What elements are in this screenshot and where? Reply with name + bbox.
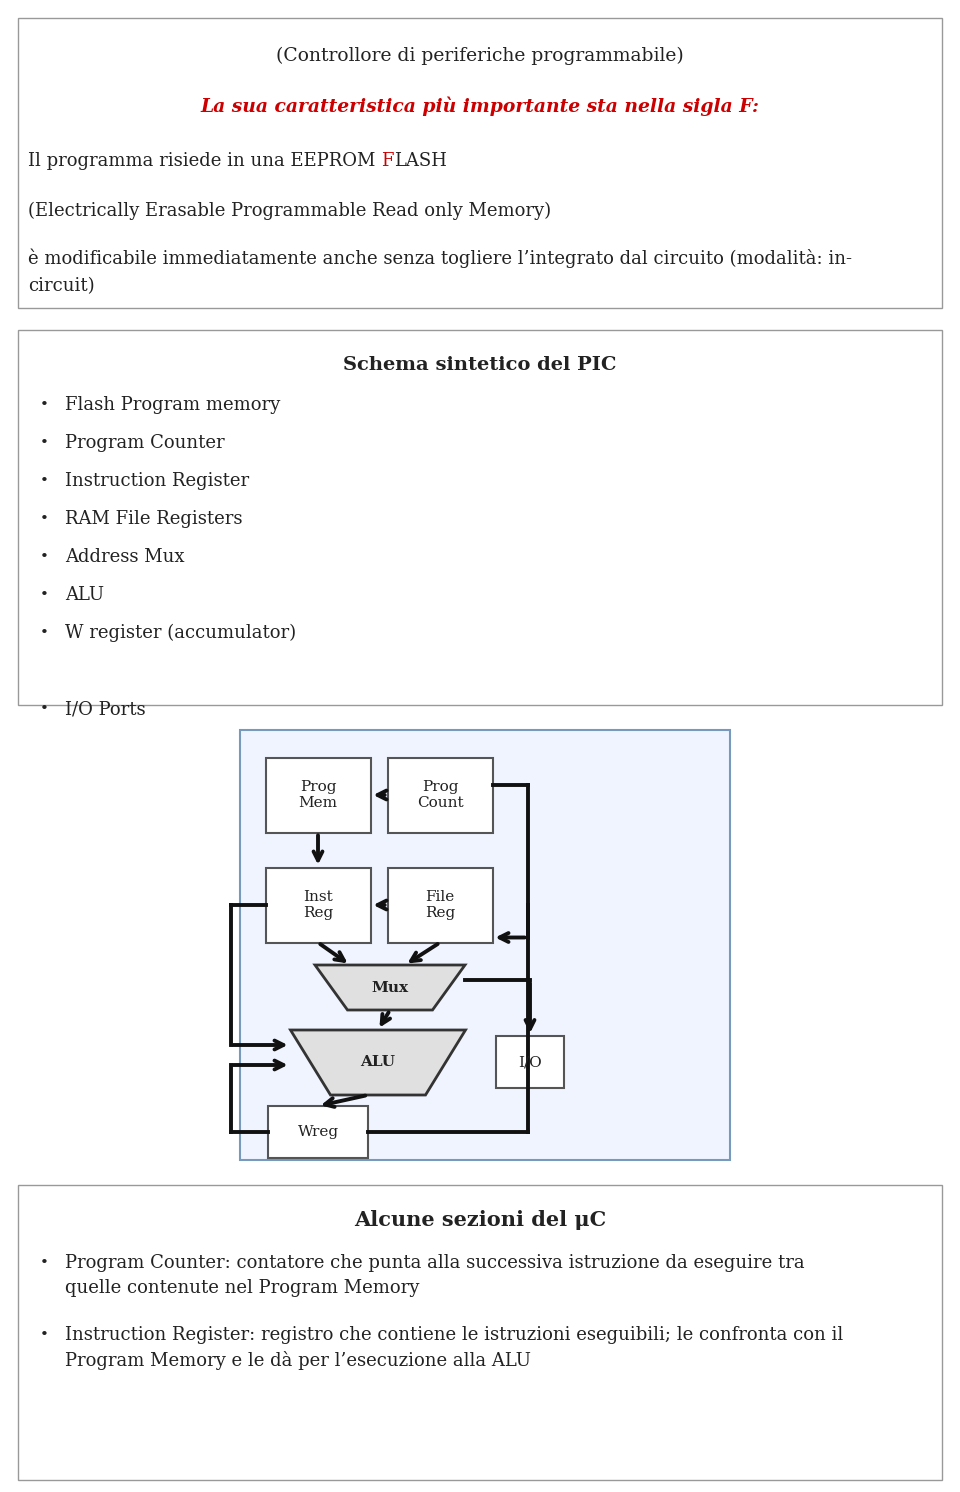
Text: •: • bbox=[40, 398, 49, 412]
Text: •: • bbox=[40, 1328, 49, 1341]
Text: W register (accumulator): W register (accumulator) bbox=[65, 624, 296, 642]
Text: LASH: LASH bbox=[394, 152, 446, 170]
Bar bbox=[18, 18, 942, 307]
Text: File
Reg: File Reg bbox=[425, 889, 455, 921]
Text: Program Counter: contatore che punta alla successiva istruzione da eseguire tra: Program Counter: contatore che punta all… bbox=[65, 1253, 804, 1273]
Bar bbox=[388, 758, 492, 833]
Text: Prog
Mem: Prog Mem bbox=[299, 780, 338, 810]
Bar bbox=[388, 867, 492, 943]
Text: •: • bbox=[40, 627, 49, 640]
Bar bbox=[266, 867, 371, 943]
Bar bbox=[266, 758, 371, 833]
Bar bbox=[240, 730, 730, 1159]
Text: Program Counter: Program Counter bbox=[65, 434, 225, 452]
Text: •: • bbox=[40, 703, 49, 716]
Bar bbox=[18, 330, 942, 706]
Text: (Controllore di periferiche programmabile): (Controllore di periferiche programmabil… bbox=[276, 46, 684, 66]
Text: Instruction Register: registro che contiene le istruzioni eseguibili; le confron: Instruction Register: registro che conti… bbox=[65, 1326, 843, 1344]
Text: I/O Ports: I/O Ports bbox=[65, 700, 146, 718]
Text: •: • bbox=[40, 551, 49, 564]
Text: F: F bbox=[381, 152, 394, 170]
Text: I/O: I/O bbox=[518, 1055, 541, 1068]
Text: Instruction Register: Instruction Register bbox=[65, 471, 250, 489]
Text: circuit): circuit) bbox=[28, 278, 95, 295]
Text: Flash Program memory: Flash Program memory bbox=[65, 395, 280, 413]
Text: è modificabile immediatamente anche senza togliere l’integrato dal circuito (mod: è modificabile immediatamente anche senz… bbox=[28, 248, 852, 267]
Bar bbox=[18, 1185, 942, 1480]
Text: Alcune sezioni del μC: Alcune sezioni del μC bbox=[354, 1210, 606, 1229]
Text: ALU: ALU bbox=[361, 1055, 396, 1070]
Text: •: • bbox=[40, 474, 49, 488]
Text: RAM File Registers: RAM File Registers bbox=[65, 510, 243, 528]
Bar bbox=[268, 1106, 368, 1158]
Text: La sua caratteristica più importante sta nella sigla F:: La sua caratteristica più importante sta… bbox=[201, 97, 759, 116]
Text: ALU: ALU bbox=[65, 586, 104, 604]
Text: •: • bbox=[40, 1256, 49, 1270]
Text: •: • bbox=[40, 436, 49, 451]
Bar bbox=[496, 1035, 564, 1088]
Polygon shape bbox=[315, 965, 465, 1010]
Text: •: • bbox=[40, 512, 49, 527]
Text: Mux: Mux bbox=[372, 980, 409, 995]
Text: quelle contenute nel Program Memory: quelle contenute nel Program Memory bbox=[65, 1279, 420, 1297]
Text: •: • bbox=[40, 588, 49, 601]
Text: Address Mux: Address Mux bbox=[65, 548, 184, 565]
Text: Il programma risiede in una EEPROM: Il programma risiede in una EEPROM bbox=[28, 152, 381, 170]
Text: Program Memory e le dà per l’esecuzione alla ALU: Program Memory e le dà per l’esecuzione … bbox=[65, 1350, 531, 1370]
Text: Wreg: Wreg bbox=[298, 1125, 339, 1138]
Text: Schema sintetico del PIC: Schema sintetico del PIC bbox=[344, 357, 616, 374]
Text: (Electrically Erasable Programmable Read only Memory): (Electrically Erasable Programmable Read… bbox=[28, 201, 551, 221]
Text: Inst
Reg: Inst Reg bbox=[302, 889, 333, 921]
Text: Prog
Count: Prog Count bbox=[417, 780, 464, 810]
Polygon shape bbox=[291, 1029, 466, 1095]
